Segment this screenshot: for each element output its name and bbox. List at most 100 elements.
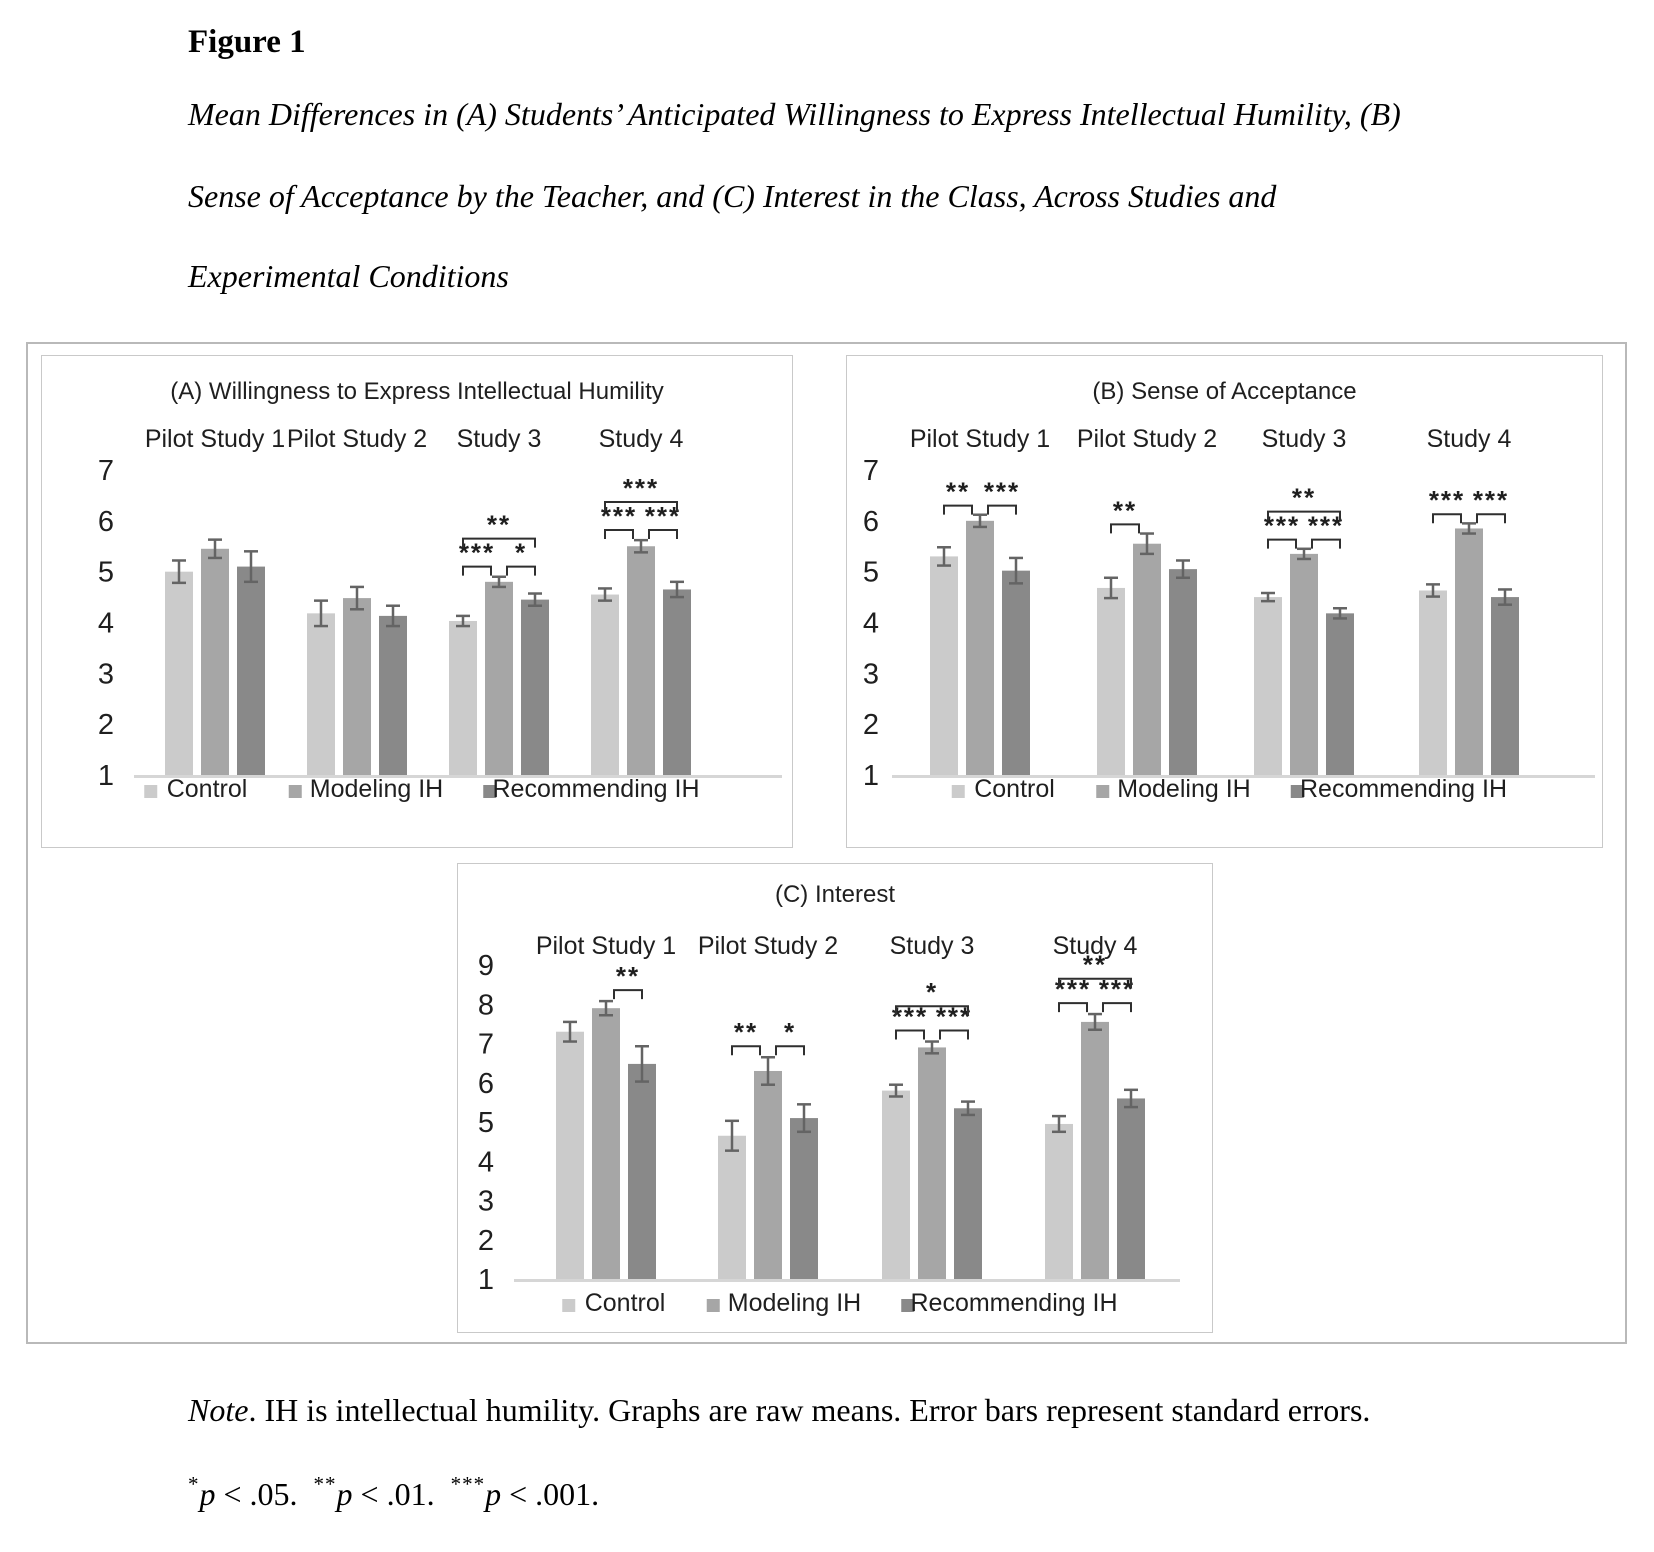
- legend-swatch: [1290, 785, 1304, 798]
- legend-label: Control: [167, 775, 248, 803]
- sig-bracket: [613, 989, 643, 1000]
- sig-stars: **: [616, 961, 640, 991]
- bar: [663, 589, 691, 775]
- bar: [165, 571, 193, 775]
- y-tick-label: 2: [478, 1225, 494, 1257]
- group-label: Study 3: [890, 932, 975, 960]
- bar: [343, 598, 371, 775]
- sig-stars: **: [487, 510, 511, 540]
- sig-bracket: [462, 537, 536, 548]
- bar: [754, 1070, 782, 1279]
- chart-title: (A) Willingness to Express Intellectual …: [170, 378, 664, 405]
- group-label: Pilot Study 2: [698, 932, 838, 960]
- bar: [379, 615, 407, 775]
- legend-label: Recommending IH: [492, 775, 699, 803]
- legend-label: Recommending IH: [1300, 775, 1507, 803]
- y-tick-label: 7: [863, 455, 879, 487]
- sig-stars: ***: [1308, 511, 1344, 541]
- bar: [790, 1118, 818, 1279]
- bar: [521, 599, 549, 775]
- bar: [237, 566, 265, 775]
- sig-bracket: [604, 528, 634, 539]
- group-label: Study 3: [457, 425, 542, 453]
- legend-swatch: [901, 1299, 915, 1312]
- y-tick-label: 3: [863, 658, 879, 690]
- sig-stars: *: [926, 977, 938, 1007]
- figure-box: (A) Willingness to Express Intellectual …: [26, 342, 1627, 1344]
- y-tick-label: 1: [863, 760, 879, 792]
- caption-line-3: Experimental Conditions: [188, 258, 509, 294]
- legend-label: Modeling IH: [310, 775, 443, 803]
- legend-swatch: [1096, 785, 1110, 798]
- sig-bracket: [895, 1005, 969, 1016]
- bar: [1002, 570, 1030, 775]
- note-word: Note: [188, 1392, 249, 1428]
- y-tick-label: 6: [98, 506, 114, 538]
- y-tick-label: 1: [478, 1264, 494, 1296]
- bar: [449, 620, 477, 775]
- bar: [1081, 1021, 1109, 1279]
- sig-bracket: [987, 504, 1017, 515]
- bar: [1097, 587, 1125, 775]
- sig-bracket: [775, 1045, 805, 1056]
- chart-title: (B) Sense of Acceptance: [1092, 378, 1356, 405]
- group-label: Study 3: [1262, 425, 1347, 453]
- bar: [918, 1047, 946, 1279]
- figure-note: Note. IH is intellectual humility. Graph…: [188, 1392, 1370, 1429]
- bar: [1419, 590, 1447, 775]
- sig-bracket: [1058, 977, 1132, 988]
- sig-bracket: [731, 1045, 761, 1056]
- group-label: Study 4: [599, 425, 684, 453]
- sig-stars: *: [784, 1017, 796, 1047]
- bar: [1326, 613, 1354, 775]
- bar: [1045, 1123, 1073, 1279]
- sig-bracket: [895, 1029, 925, 1040]
- chart-title: (C) Interest: [775, 881, 895, 908]
- y-tick-label: 7: [478, 1029, 494, 1061]
- sig-bracket: [1311, 538, 1341, 549]
- legend-label: Control: [585, 1289, 666, 1317]
- sig-stars: ***: [1264, 511, 1300, 541]
- sig-stars: ***: [601, 501, 637, 531]
- bar: [556, 1031, 584, 1279]
- sig-bracket: [1432, 513, 1462, 524]
- legend-label: Modeling IH: [728, 1289, 861, 1317]
- bar: [1169, 569, 1197, 775]
- group-label: Study 4: [1053, 932, 1138, 960]
- legend-swatch: [562, 1299, 576, 1312]
- y-tick-label: 6: [863, 506, 879, 538]
- y-tick-label: 2: [98, 709, 114, 741]
- group-label: Pilot Study 1: [536, 932, 676, 960]
- sig-stars: **: [1113, 495, 1137, 525]
- panel-a-willingness: (A) Willingness to Express Intellectual …: [41, 355, 793, 848]
- bar: [592, 1008, 620, 1279]
- legend-swatch: [483, 785, 497, 798]
- bar: [1254, 597, 1282, 775]
- sig-stars: ***: [984, 477, 1020, 507]
- note-body: . IH is intellectual humility. Graphs ar…: [248, 1392, 1371, 1428]
- sig-note-p001: ***p < .001.: [450, 1472, 600, 1512]
- bar: [1491, 597, 1519, 775]
- y-tick-label: 6: [478, 1068, 494, 1100]
- caption-line-2: Sense of Acceptance by the Teacher, and …: [188, 178, 1277, 214]
- legend-swatch: [288, 785, 302, 798]
- bar: [201, 548, 229, 775]
- y-tick-label: 4: [863, 608, 879, 640]
- bar: [591, 594, 619, 775]
- y-tick-label: 1: [98, 760, 114, 792]
- sig-stars: **: [1292, 483, 1316, 513]
- sig-bracket: [462, 565, 492, 576]
- legend-label: Control: [974, 775, 1055, 803]
- y-tick-label: 8: [478, 989, 494, 1021]
- sig-bracket: [506, 565, 536, 576]
- bar: [1290, 553, 1318, 775]
- panel-b-acceptance: (B) Sense of Acceptance Pilot Study 1 Pilo…: [846, 355, 1603, 848]
- sig-stars: ***: [1429, 485, 1465, 515]
- bar: [882, 1090, 910, 1279]
- figure-label: Figure 1: [188, 24, 306, 60]
- group-label: Pilot Study 2: [287, 425, 427, 453]
- sig-stars: ***: [645, 501, 681, 531]
- sig-stars: **: [946, 477, 970, 507]
- y-tick-label: 3: [98, 658, 114, 690]
